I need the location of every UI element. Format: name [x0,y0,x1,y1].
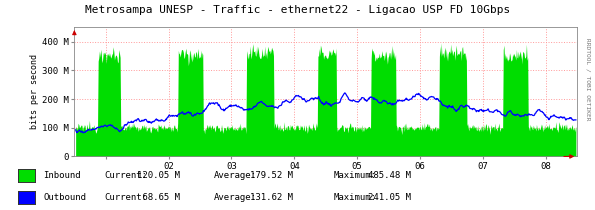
Text: Average:: Average: [214,193,257,202]
Text: Maximum:: Maximum: [333,171,376,180]
Text: 179.52 M: 179.52 M [250,171,293,180]
Text: 68.65 M: 68.65 M [137,193,180,202]
Text: Current:: Current: [104,193,147,202]
Text: Maximum:: Maximum: [333,193,376,202]
Y-axis label: bits per second: bits per second [30,54,39,129]
Text: 485.48 M: 485.48 M [368,171,411,180]
Text: Outbound: Outbound [43,193,86,202]
Text: 131.62 M: 131.62 M [250,193,293,202]
Text: 241.05 M: 241.05 M [368,193,411,202]
Text: 120.05 M: 120.05 M [137,171,180,180]
Text: Metrosampa UNESP - Traffic - ethernet22 - Ligacao USP FD 10Gbps: Metrosampa UNESP - Traffic - ethernet22 … [85,5,510,15]
Text: Current:: Current: [104,171,147,180]
Text: Inbound: Inbound [43,171,81,180]
Text: RRDTOOL / TOBI OETIKER: RRDTOOL / TOBI OETIKER [586,38,591,120]
Text: Average:: Average: [214,171,257,180]
